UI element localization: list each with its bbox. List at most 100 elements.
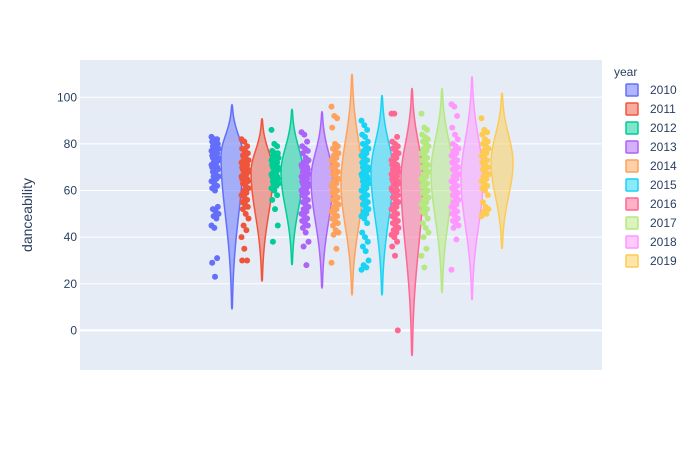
- legend-item-2016[interactable]: 2016: [625, 197, 677, 211]
- violin-shape-2018: [460, 76, 484, 301]
- data-point-2015: [361, 122, 368, 129]
- data-point-2017: [425, 229, 432, 236]
- violin-shape-2014: [340, 73, 364, 296]
- data-point-2013: [304, 215, 311, 222]
- data-point-2010: [209, 259, 216, 266]
- legend-swatch: [625, 159, 639, 173]
- y-tick-label: 60: [64, 184, 78, 198]
- data-point-2010: [211, 224, 218, 231]
- data-point-2011: [239, 257, 246, 264]
- data-point-2013: [301, 131, 308, 138]
- data-point-2015: [361, 215, 368, 222]
- violin-2011: [238, 118, 274, 282]
- violin-2018: [448, 76, 484, 301]
- data-point-2019: [484, 138, 491, 145]
- data-point-2011: [241, 138, 248, 145]
- legend-item-2019[interactable]: 2019: [625, 254, 677, 268]
- data-point-2010: [212, 273, 218, 280]
- data-point-2011: [245, 215, 252, 222]
- data-point-2013: [300, 243, 307, 250]
- data-point-2017: [422, 224, 429, 231]
- data-point-2010: [214, 166, 221, 173]
- legend-title: year: [614, 65, 637, 79]
- data-point-2016: [395, 199, 402, 206]
- data-point-2015: [358, 117, 365, 124]
- data-point-2017: [423, 199, 430, 206]
- data-point-2015: [365, 206, 372, 213]
- legend-item-2012[interactable]: 2012: [625, 121, 677, 135]
- legend-item-2015[interactable]: 2015: [625, 178, 677, 192]
- legend-label: 2016: [650, 197, 677, 211]
- violin-2010: [208, 104, 244, 310]
- legend-item-2013[interactable]: 2013: [625, 140, 677, 154]
- data-point-2017: [423, 173, 430, 180]
- data-point-2015: [363, 185, 370, 192]
- data-point-2013: [304, 189, 311, 196]
- data-point-2014: [334, 194, 341, 201]
- data-point-2015: [363, 150, 370, 157]
- data-point-2015: [365, 257, 372, 264]
- legend-swatch: [625, 197, 639, 211]
- data-point-2014: [334, 161, 341, 168]
- violin-2014: [328, 73, 364, 296]
- data-point-2010: [214, 203, 221, 210]
- violins: [208, 73, 514, 357]
- data-point-2013: [299, 150, 306, 157]
- data-point-2011: [243, 227, 250, 234]
- data-point-2014: [335, 229, 342, 236]
- data-point-2016: [394, 238, 401, 245]
- data-point-2019: [478, 115, 485, 122]
- data-point-2011: [242, 210, 249, 217]
- data-point-2018: [448, 266, 455, 273]
- data-point-2011: [238, 234, 245, 241]
- data-point-2014: [329, 222, 336, 229]
- y-tick-label: 0: [70, 323, 77, 337]
- legend-label: 2015: [650, 178, 677, 192]
- legend-item-2011[interactable]: 2011: [625, 102, 676, 116]
- legend-item-2018[interactable]: 2018: [625, 235, 677, 249]
- data-point-2016: [392, 252, 398, 259]
- data-point-2013: [302, 229, 309, 236]
- data-point-2019: [484, 157, 491, 164]
- violin-2019: [478, 92, 514, 249]
- data-point-2016: [394, 133, 401, 140]
- legend-item-2014[interactable]: 2014: [625, 159, 677, 173]
- data-point-2014: [334, 115, 341, 122]
- data-point-2015: [364, 157, 371, 164]
- data-point-2013: [304, 222, 311, 229]
- data-point-2010: [213, 175, 220, 182]
- data-point-2012: [268, 126, 275, 133]
- data-point-2014: [334, 143, 341, 150]
- data-point-2012: [274, 192, 281, 199]
- data-point-2011: [244, 257, 251, 264]
- data-point-2019: [485, 206, 492, 213]
- data-point-2011: [244, 150, 251, 157]
- legend-item-2010[interactable]: 2010: [625, 83, 677, 97]
- data-point-2018: [455, 222, 462, 229]
- data-point-2014: [335, 201, 342, 208]
- data-point-2012: [274, 143, 281, 150]
- data-point-2014: [333, 180, 340, 187]
- legend-swatch: [625, 178, 639, 192]
- violin-2016: [388, 87, 424, 357]
- data-point-2013: [304, 138, 311, 145]
- legend-label: 2019: [650, 254, 677, 268]
- data-point-2017: [425, 168, 432, 175]
- data-point-2016: [395, 150, 402, 157]
- data-point-2010: [214, 136, 221, 143]
- data-point-2017: [419, 220, 426, 227]
- data-point-2011: [244, 196, 251, 203]
- data-point-2014: [330, 231, 337, 238]
- data-point-2014: [328, 103, 335, 110]
- data-point-2018: [454, 157, 461, 164]
- data-point-2014: [335, 150, 342, 157]
- legend-item-2017[interactable]: 2017: [625, 216, 677, 230]
- data-point-2012: [273, 182, 280, 189]
- data-point-2016: [393, 229, 400, 236]
- legend-swatch: [625, 83, 639, 97]
- data-point-2016: [391, 234, 398, 241]
- data-point-2018: [452, 131, 458, 138]
- data-point-2013: [304, 196, 311, 203]
- violin-2012: [268, 108, 304, 266]
